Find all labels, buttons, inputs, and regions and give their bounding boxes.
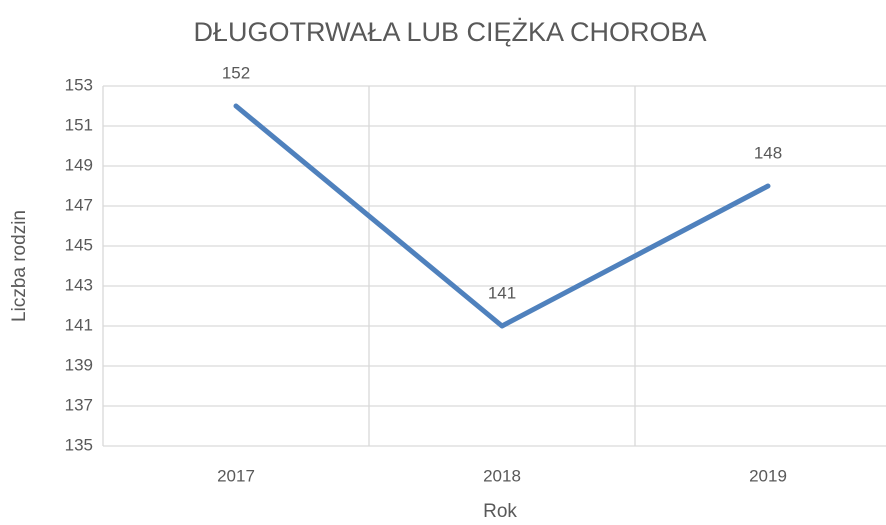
chart-title: DŁUGOTRWAŁA LUB CIĘŻKA CHOROBA [193,16,706,47]
y-tick-label: 145 [65,235,93,254]
data-label: 141 [488,283,516,302]
data-label: 152 [222,63,250,82]
y-tick-label: 147 [65,195,93,214]
y-tick-label: 141 [65,315,93,334]
y-tick-label: 135 [65,435,93,454]
line-series [233,103,771,329]
x-tick-label: 2017 [217,466,255,485]
y-axis-label: Liczba rodzin [9,210,30,322]
x-tick-label: 2019 [749,466,787,485]
data-label: 148 [754,143,782,162]
y-tick-label: 139 [65,355,93,374]
y-tick-label: 153 [65,75,93,94]
y-tick-label: 137 [65,395,93,414]
x-tick-label: 2018 [483,466,521,485]
y-tick-label: 149 [65,155,93,174]
y-tick-label: 151 [65,115,93,134]
y-tick-label: 143 [65,275,93,294]
x-axis-label: Rok [483,501,517,522]
